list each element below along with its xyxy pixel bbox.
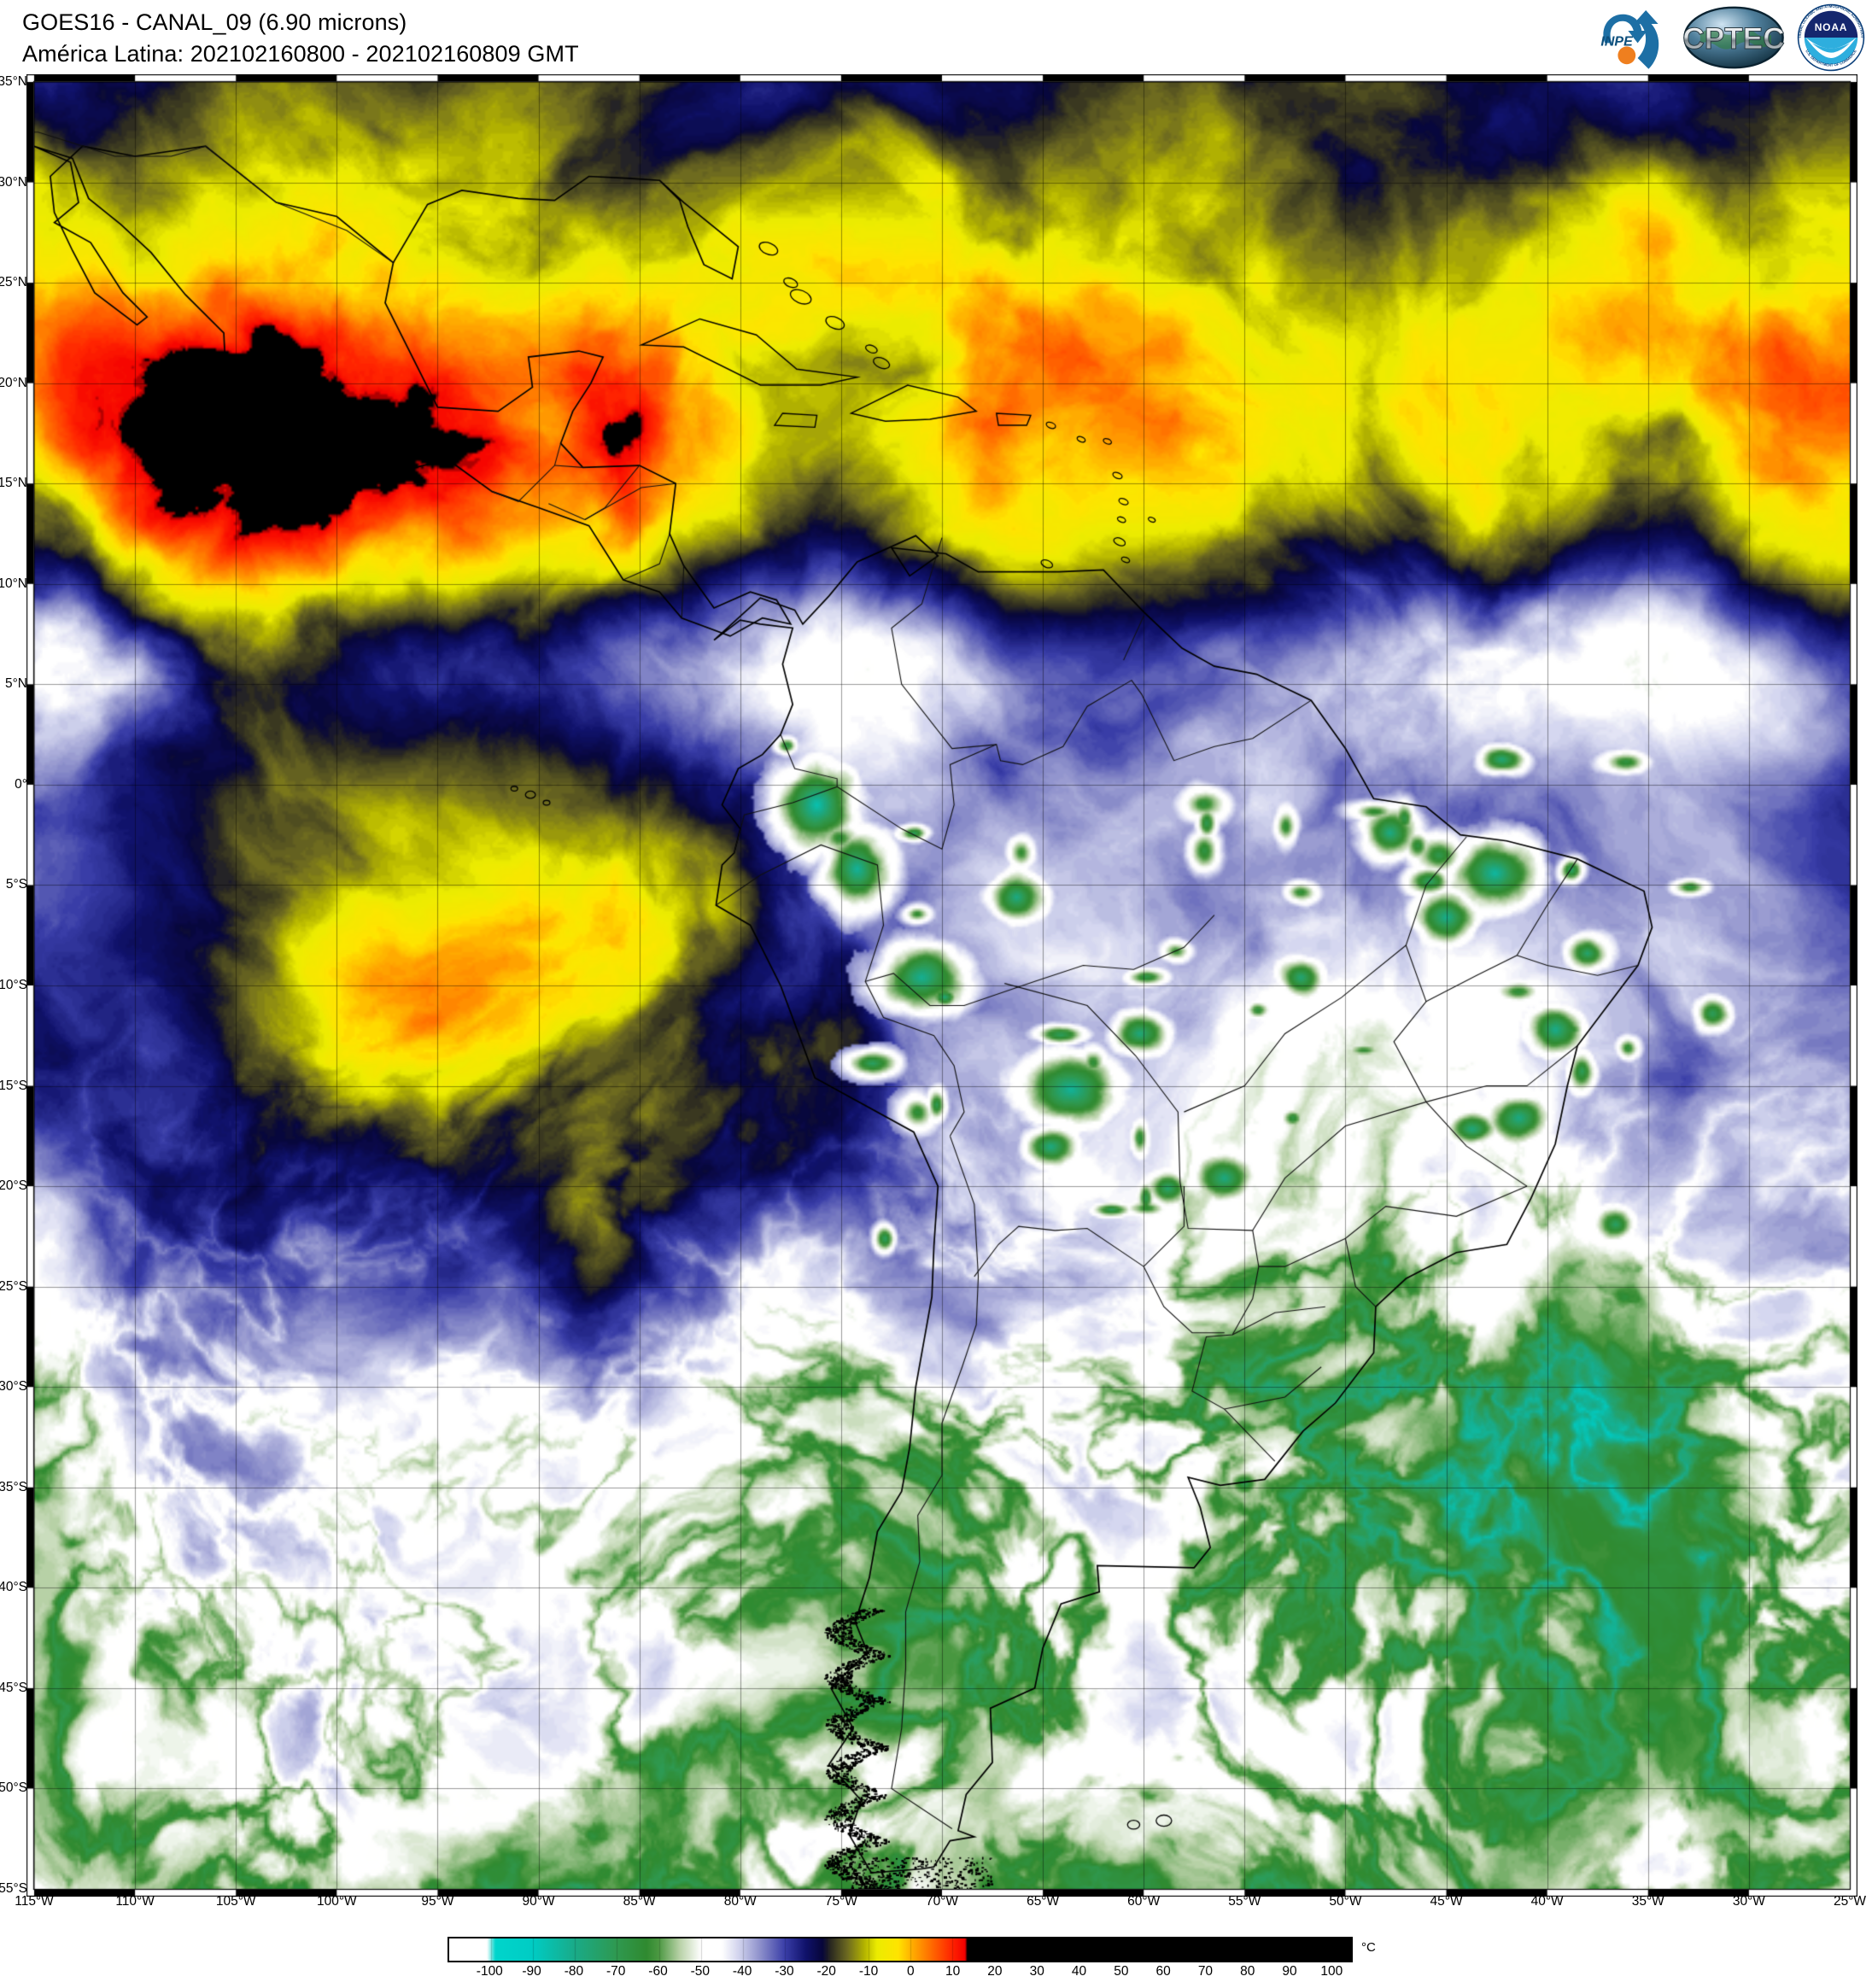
lon-tick-label: 85°W xyxy=(623,1894,656,1909)
longitude-axis: 115°W 110°W 105°W 100°W 95°W 90°W 85°W 80°W 75°W… xyxy=(15,1892,1866,1918)
lat-tick-label: 50°S xyxy=(0,1780,27,1796)
lat-tick-label: 30°N xyxy=(0,174,27,190)
lon-tick-label: 100°W xyxy=(316,1894,357,1909)
colorbar-tick-label: -20 xyxy=(816,1964,836,1979)
lon-tick-label: 75°W xyxy=(824,1894,857,1909)
satellite-image-canvas xyxy=(34,82,1850,1889)
colorbar-tick-labels: -100 -90 -80 -70 -60 -50 -40 -30 -20 -10 0 10 20 30 40… xyxy=(448,1964,1353,1986)
lon-tick-label: 95°W xyxy=(421,1894,454,1909)
colorbar-tick-label: -10 xyxy=(858,1964,879,1979)
colorbar-tick-label: -100 xyxy=(476,1964,503,1979)
colorbar-tick-label: -60 xyxy=(648,1964,668,1979)
colorbar-tick-label: -50 xyxy=(690,1964,711,1979)
colorbar-gradient xyxy=(449,1938,1351,1961)
colorbar-tick-label: 50 xyxy=(1114,1964,1129,1979)
svg-text:NOAA: NOAA xyxy=(1815,21,1848,33)
page-header: GOES16 - CANAL_09 (6.90 microns) América… xyxy=(0,0,1872,77)
lon-tick-label: 60°W xyxy=(1127,1894,1161,1909)
lon-tick-label: 45°W xyxy=(1430,1894,1463,1909)
colorbar-tick-label: -90 xyxy=(522,1964,541,1979)
lat-tick-label: 35°S xyxy=(0,1479,27,1494)
lon-tick-label: 110°W xyxy=(115,1894,155,1909)
lon-tick-label: 25°W xyxy=(1833,1894,1867,1909)
lat-tick-label: 40°S xyxy=(0,1580,27,1595)
lat-tick-label: 30°S xyxy=(0,1379,27,1395)
lon-tick-label: 30°W xyxy=(1732,1894,1765,1909)
lat-tick-label: 5°S xyxy=(5,877,27,892)
svg-text:CPTEC: CPTEC xyxy=(1682,22,1784,56)
lon-tick-label: 35°W xyxy=(1631,1894,1664,1909)
lat-tick-label: 20°N xyxy=(0,375,27,390)
lon-tick-label: 55°W xyxy=(1228,1894,1261,1909)
lat-tick-label: 10°N xyxy=(0,576,27,591)
colorbar-tick-label: 100 xyxy=(1320,1964,1343,1979)
lon-tick-label: 40°W xyxy=(1530,1894,1564,1909)
colorbar-tick-label: 0 xyxy=(907,1964,915,1979)
colorbar-tick-label: 70 xyxy=(1197,1964,1214,1979)
colorbar-tick-label: 30 xyxy=(1029,1964,1044,1979)
colorbar[interactable] xyxy=(448,1937,1353,1962)
lon-tick-label: 65°W xyxy=(1027,1894,1060,1909)
lon-tick-label: 50°W xyxy=(1329,1894,1362,1909)
colorbar-tick-label: -30 xyxy=(775,1964,794,1979)
lat-tick-label: 0° xyxy=(15,776,27,792)
colorbar-tick-label: -40 xyxy=(732,1964,752,1979)
title-block: GOES16 - CANAL_09 (6.90 microns) América… xyxy=(22,7,579,71)
lon-tick-label: 80°W xyxy=(723,1894,757,1909)
lat-tick-label: 15°N xyxy=(0,476,27,491)
latitude-axis: 35°N 30°N 25°N 20°N 15°N 10°N 5°N 0° 5°S 10°S 15°S… xyxy=(0,74,31,1896)
colorbar-tick-label: 90 xyxy=(1282,1964,1297,1979)
lon-tick-label: 115°W xyxy=(15,1894,54,1909)
lat-tick-label: 35°N xyxy=(0,74,27,89)
lat-tick-label: 20°S xyxy=(0,1178,27,1194)
lat-tick-label: 25°S xyxy=(0,1278,27,1294)
title-product: GOES16 - CANAL_09 (6.90 microns) xyxy=(22,9,407,35)
colorbar-tick-label: -80 xyxy=(564,1964,584,1979)
colorbar-tick-label: 40 xyxy=(1071,1964,1087,1979)
lat-tick-label: 55°S xyxy=(0,1881,27,1896)
lat-tick-label: 15°S xyxy=(0,1078,27,1093)
lat-tick-label: 45°S xyxy=(0,1680,27,1695)
colorbar-unit-label: °C xyxy=(1361,1940,1376,1955)
colorbar-tick-label: 60 xyxy=(1155,1964,1171,1979)
colorbar-tick-label: -70 xyxy=(606,1964,626,1979)
colorbar-tick-label: 20 xyxy=(987,1964,1003,1979)
colorbar-tick-label: 80 xyxy=(1240,1964,1255,1979)
logo-strip: INPE CPTEC xyxy=(1595,2,1865,73)
colorbar-tick-label: 10 xyxy=(945,1964,961,1979)
title-region-time: América Latina: 202102160800 - 202102160… xyxy=(22,41,579,67)
svg-text:INPE: INPE xyxy=(1600,35,1634,50)
lat-tick-label: 25°N xyxy=(0,275,27,290)
lon-tick-label: 90°W xyxy=(522,1894,555,1909)
cptec-logo: CPTEC xyxy=(1682,6,1785,69)
lon-tick-label: 70°W xyxy=(925,1894,959,1909)
satellite-map[interactable] xyxy=(26,74,1857,1897)
colorbar-block: -100 -90 -80 -70 -60 -50 -40 -30 -20 -10 0 10 20 30 40… xyxy=(0,1937,1872,1988)
lat-tick-label: 5°N xyxy=(4,676,27,692)
inpe-logo: INPE xyxy=(1600,10,1659,69)
lon-tick-label: 105°W xyxy=(215,1894,256,1909)
noaa-logo: NOAA NATIONAL OCEANIC AND ATMOSPHERIC AD… xyxy=(1797,3,1864,72)
lat-tick-label: 10°S xyxy=(0,978,27,992)
